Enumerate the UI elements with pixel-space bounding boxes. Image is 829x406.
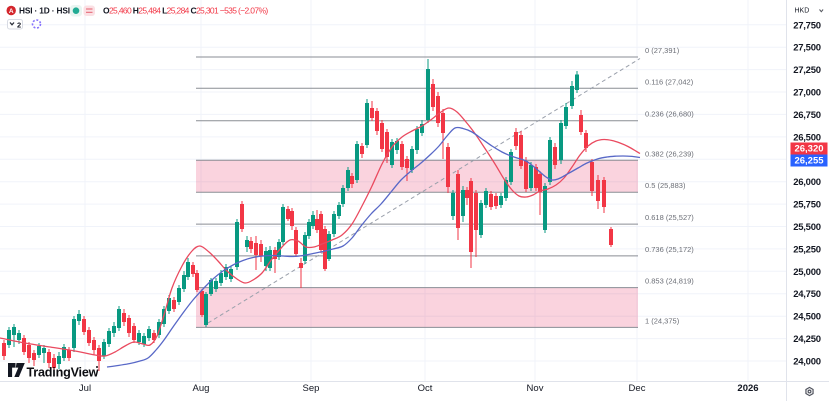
svg-text:25,250: 25,250 (793, 244, 821, 255)
svg-text:HSI · 1D · HSI: HSI · 1D · HSI (19, 5, 70, 15)
svg-text:25,000: 25,000 (793, 267, 821, 278)
svg-text:HKD: HKD (795, 8, 810, 15)
svg-text:26,255: 26,255 (794, 156, 824, 167)
svg-text:27,750: 27,750 (793, 20, 821, 31)
svg-text:0.236 (26,680): 0.236 (26,680) (645, 110, 694, 119)
svg-text:Dec: Dec (629, 383, 646, 394)
svg-text:26,320: 26,320 (794, 144, 823, 155)
svg-text:27,250: 27,250 (793, 65, 821, 76)
svg-text:25,500: 25,500 (793, 222, 821, 233)
svg-text:TradingView: TradingView (27, 366, 99, 380)
svg-text:0.382 (26,239): 0.382 (26,239) (645, 149, 694, 158)
svg-text:2026: 2026 (737, 383, 758, 394)
svg-text:1 (24,375): 1 (24,375) (645, 316, 680, 325)
svg-text:26,000: 26,000 (793, 177, 821, 188)
svg-text:24,000: 24,000 (793, 357, 821, 368)
svg-text:27,500: 27,500 (793, 43, 821, 54)
svg-text:27,000: 27,000 (793, 88, 821, 99)
svg-text:24,250: 24,250 (793, 334, 821, 345)
svg-text:25,750: 25,750 (793, 200, 821, 211)
svg-text:2: 2 (17, 20, 21, 29)
svg-text:0.116 (27,042): 0.116 (27,042) (645, 77, 694, 86)
svg-text:0.736 (25,172): 0.736 (25,172) (645, 245, 694, 254)
svg-text:A: A (9, 8, 14, 15)
svg-text:0 (27,391): 0 (27,391) (645, 46, 680, 55)
svg-text:Jul: Jul (79, 383, 91, 394)
svg-text:24,500: 24,500 (793, 312, 821, 323)
svg-text:Nov: Nov (527, 383, 544, 394)
svg-text:0.5 (25,883): 0.5 (25,883) (645, 181, 686, 190)
svg-text:Oct: Oct (418, 383, 433, 394)
svg-text:26,500: 26,500 (793, 132, 821, 143)
svg-text:Aug: Aug (193, 383, 210, 394)
svg-text:24,750: 24,750 (793, 289, 821, 300)
svg-text:0.618 (25,527): 0.618 (25,527) (645, 213, 694, 222)
svg-text:O25,460 H25,484 L25,284 C25,30: O25,460 H25,484 L25,284 C25,301 −535 (−2… (103, 6, 268, 16)
svg-text:0.853 (24,819): 0.853 (24,819) (645, 277, 694, 286)
svg-text:26,750: 26,750 (793, 110, 821, 121)
svg-text:Sep: Sep (303, 383, 320, 394)
